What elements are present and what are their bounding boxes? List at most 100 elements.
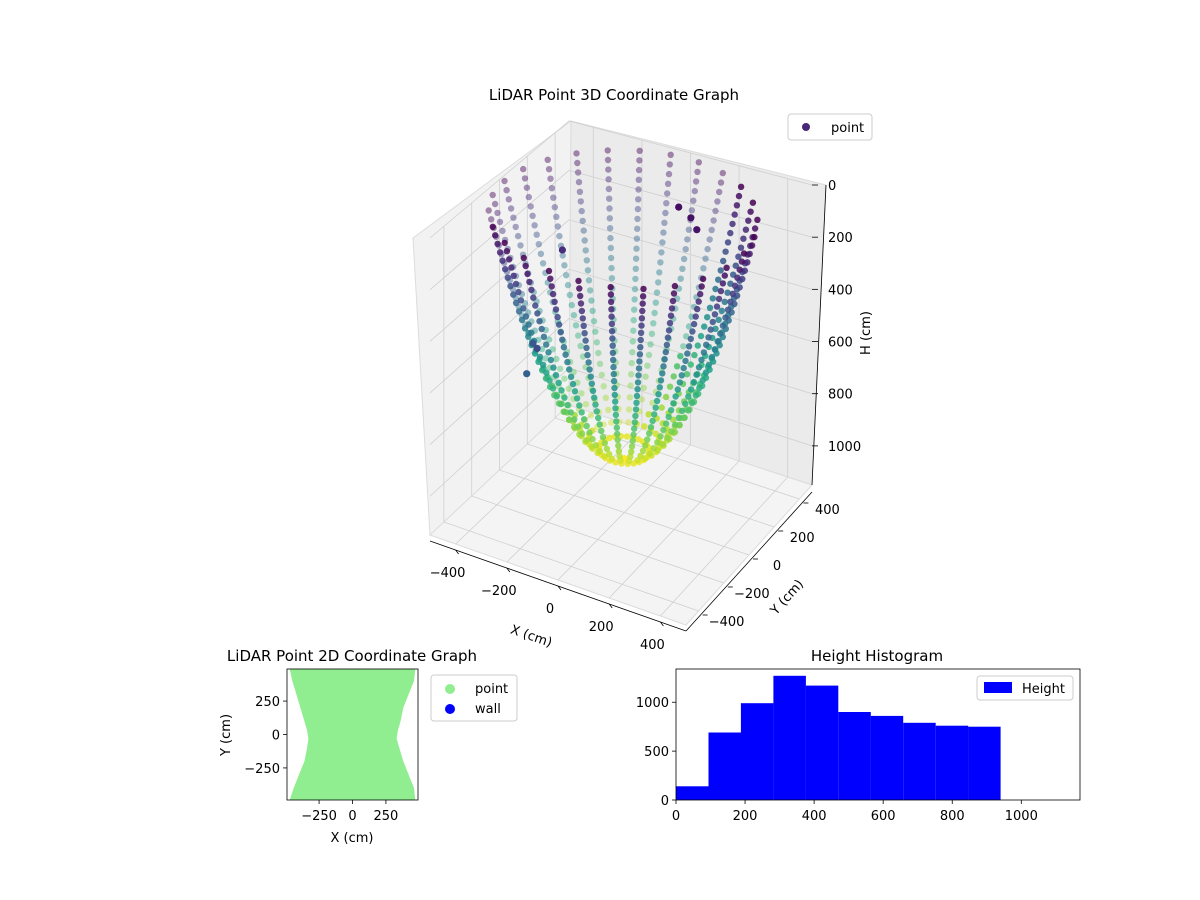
point-3d [613,418,620,425]
point-3d [522,262,529,270]
point-3d [738,258,746,265]
point-3d [548,185,556,192]
point-3d [684,350,691,357]
point-3d [537,250,545,257]
point-3d [735,253,742,260]
point-3d [653,289,661,296]
point-3d [700,349,708,356]
point-3d [545,267,553,275]
point-3d [609,335,616,342]
x-tick-label-2d: 250 [374,809,399,824]
point-3d [606,215,613,222]
point-3d [690,378,698,386]
point-3d [676,379,683,386]
point-3d [650,320,657,327]
point-3d [588,380,595,387]
point-3d [729,290,736,297]
grid-line-x [506,140,643,563]
point-3d [525,193,532,201]
x-tick-label-2d: −250 [301,809,337,824]
scatter2d-plot-area [289,669,416,800]
point-3d [736,266,743,273]
point-3d [604,156,612,164]
point-3d [644,436,651,443]
point-3d [527,203,534,210]
x-tick [660,621,664,627]
point-3d [677,353,684,360]
point-3d [583,257,590,264]
point-3d [724,306,732,313]
point-3d [613,424,620,431]
point-3d [533,231,540,238]
histogram-bar [935,725,969,800]
point-3d [668,428,675,435]
histogram-bar [805,685,839,800]
point-3d [634,225,641,232]
point-3d [719,169,726,177]
point-3d [561,375,568,382]
point-3d [580,227,587,234]
point-3d [659,441,666,448]
point-3d [588,297,595,304]
point-3d [628,371,635,378]
point-3d [601,440,608,447]
point-3d [659,370,666,377]
x-tick [506,567,511,573]
point-3d [693,371,700,378]
point-3d [549,290,557,298]
x-tick [455,549,459,555]
x-tick-label-hist: 800 [940,809,965,824]
point-3d [630,317,637,324]
point-3d [591,394,598,401]
point-3d [602,394,609,401]
point-3d [655,279,662,286]
point-3d [554,223,561,230]
point-3d [672,393,679,400]
grid-line-x [557,153,691,581]
point-3d [596,447,603,455]
point-3d [694,168,701,176]
point-3d [496,218,504,226]
point-3d [639,293,647,300]
y-tick-label: −400 [709,615,745,630]
point-3d [503,248,511,255]
point-3d [520,165,527,173]
point-3d [666,161,673,168]
point-3d [638,315,646,322]
point-3d [729,220,736,228]
point-3d [577,300,585,307]
point-3d [566,291,574,299]
point-3d [492,232,499,239]
z-tick-label: 400 [828,283,853,298]
point-3d [608,455,616,463]
point-3d [608,320,616,328]
point-3d [664,180,672,187]
point-3d [692,313,699,320]
point-3d [692,178,700,185]
point-3d [540,333,548,340]
point-3d [557,400,564,408]
point-3d [631,306,638,313]
point-3d [577,292,584,300]
point-3d [542,355,549,362]
point-3d [698,356,705,364]
point-3d [721,298,728,305]
point-3d [631,285,639,293]
point-3d [589,387,597,394]
point-3d [751,225,759,232]
point-3d [546,336,553,343]
point-3d [720,257,727,265]
x-tick [608,603,613,609]
point-3d [684,236,691,243]
point-3d [657,377,665,384]
histogram-bars [676,675,1001,800]
point-3d [683,371,691,378]
point-3d [722,248,729,255]
point-3d [628,448,635,455]
point-3d [561,394,568,401]
point-3d [592,328,599,335]
scatter2d-title: LiDAR Point 2D Coordinate Graph [227,647,477,665]
point-3d [585,359,592,366]
point-3d [732,262,739,269]
point-3d [630,431,637,438]
